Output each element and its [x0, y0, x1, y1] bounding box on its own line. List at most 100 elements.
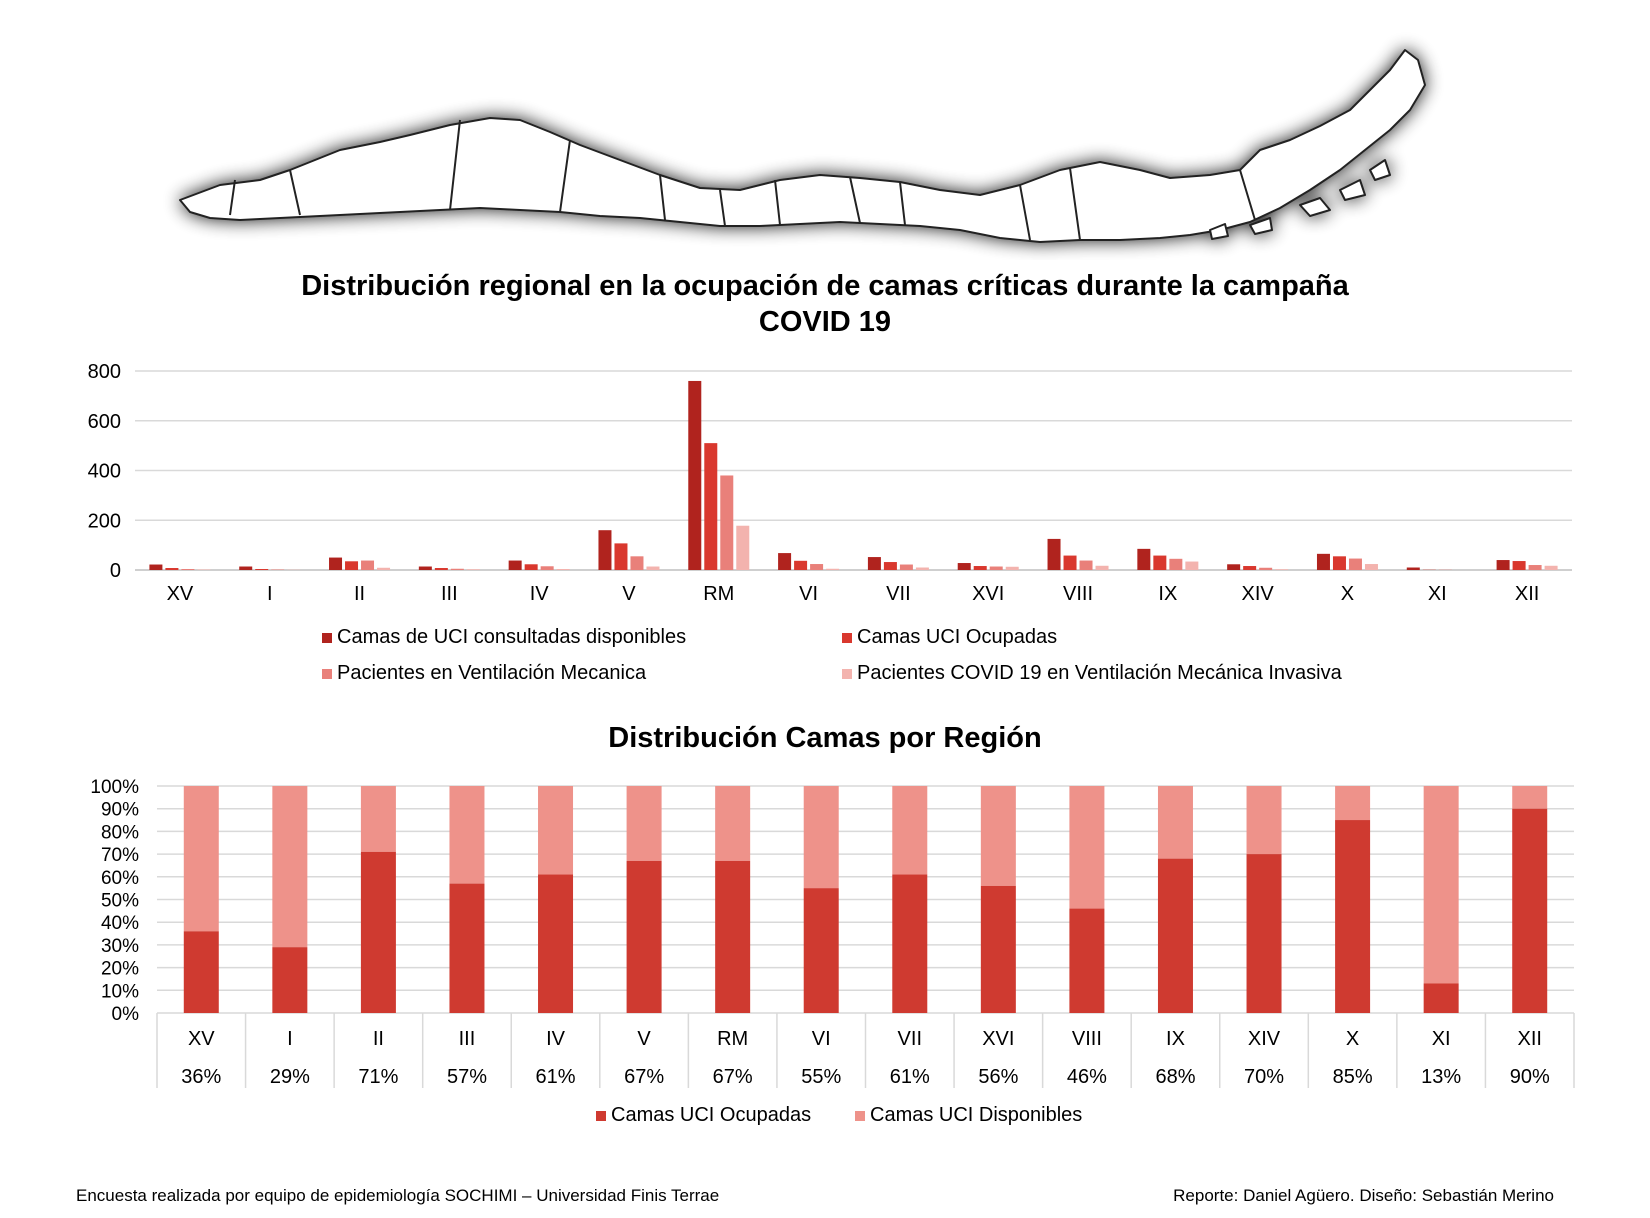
legend-swatch-covid	[842, 668, 852, 679]
y-tick-label: 30%	[101, 936, 139, 957]
y-tick-label: 50%	[101, 891, 139, 912]
bar	[181, 569, 195, 570]
legend-label-covid: Pacientes COVID 19 en Ventilación Mecáni…	[857, 662, 1342, 684]
bar-occupied	[1423, 983, 1459, 1013]
bar	[688, 380, 702, 570]
bar	[508, 560, 522, 570]
bar	[1005, 566, 1019, 570]
bar	[810, 564, 824, 570]
legend-swatch-pct-available	[855, 1110, 865, 1121]
bar	[1079, 560, 1093, 570]
x-tick-label: XV	[167, 583, 194, 605]
legend-swatch-vent	[322, 668, 332, 679]
bar	[377, 567, 391, 570]
bar	[556, 569, 570, 570]
bar	[867, 557, 881, 570]
bar	[1227, 564, 1241, 570]
bar-available	[892, 786, 928, 875]
table-value: 70%	[1244, 1066, 1284, 1088]
bar	[524, 564, 538, 570]
x-tick-label: VI	[812, 1028, 831, 1050]
table-value: 90%	[1510, 1066, 1550, 1088]
x-tick-label: IV	[530, 583, 550, 605]
bar-available	[1423, 786, 1459, 984]
footer-credits: Reporte: Daniel Agüero. Diseño: Sebastiá…	[1173, 1186, 1554, 1205]
x-tick-label: XI	[1432, 1028, 1451, 1050]
bar-occupied	[1157, 858, 1193, 1013]
y-tick-label: 70%	[101, 845, 139, 866]
bar	[915, 567, 929, 570]
bar-available	[1246, 786, 1282, 855]
chart1-title: Distribución regional en la ocupación de…	[0, 268, 1650, 340]
legend-item-vent: Pacientes en Ventilación Mecanica	[322, 662, 646, 685]
x-tick-label: XIV	[1242, 583, 1275, 605]
table-value: 85%	[1333, 1066, 1373, 1088]
bar-occupied	[1335, 820, 1371, 1013]
y-tick-label: 800	[88, 361, 121, 383]
bar-available	[1512, 786, 1548, 809]
x-tick-label: V	[622, 583, 636, 605]
legend-label-pct-available: Camas UCI Disponibles	[870, 1104, 1083, 1126]
bar	[1153, 555, 1167, 570]
x-tick-label: III	[441, 583, 458, 605]
legend-swatch-avail	[322, 632, 332, 643]
table-value: 67%	[713, 1066, 753, 1088]
table-value: 29%	[270, 1066, 310, 1088]
bar-available	[272, 786, 308, 948]
y-tick-label: 100%	[90, 777, 139, 798]
bar	[1063, 555, 1077, 570]
bar-available	[803, 786, 839, 889]
bar-available	[1069, 786, 1105, 909]
bar	[736, 525, 750, 570]
legend-item-avail: Camas de UCI consultadas disponibles	[322, 626, 686, 649]
bar	[957, 563, 971, 570]
bar-occupied	[980, 885, 1016, 1013]
bar	[1095, 565, 1109, 570]
table-value: 68%	[1155, 1066, 1195, 1088]
bar	[1528, 565, 1542, 570]
x-tick-label: VII	[898, 1028, 922, 1050]
y-tick-label: 600	[88, 411, 121, 433]
chart2-title: Distribución Camas por Región	[608, 722, 1042, 754]
bar	[1406, 567, 1420, 570]
bar-occupied	[626, 860, 662, 1013]
bar	[345, 561, 359, 570]
bar-occupied	[183, 931, 219, 1013]
bar	[1332, 556, 1346, 570]
bar	[149, 564, 163, 570]
bar-occupied	[892, 874, 928, 1013]
bar	[540, 566, 554, 570]
bar	[418, 566, 432, 570]
x-tick-label: V	[637, 1028, 651, 1050]
chart1-title-line1: Distribución regional en la ocupación de…	[301, 270, 1349, 302]
y-tick-label: 0	[110, 560, 121, 582]
y-tick-label: 0%	[112, 1004, 140, 1025]
x-tick-label: VIII	[1072, 1028, 1102, 1050]
x-tick-label: I	[287, 1028, 293, 1050]
x-tick-label: XII	[1515, 583, 1539, 605]
bar	[646, 566, 660, 570]
x-tick-label: X	[1346, 1028, 1359, 1050]
x-tick-label: IV	[546, 1028, 566, 1050]
bar	[466, 569, 480, 570]
table-value: 57%	[447, 1066, 487, 1088]
bar-available	[715, 786, 751, 861]
legend-label-pct-occupied: Camas UCI Ocupadas	[611, 1104, 812, 1126]
y-tick-label: 400	[88, 461, 121, 483]
bar	[239, 566, 253, 570]
bar-available	[626, 786, 662, 861]
legend-swatch-occupied	[842, 632, 852, 643]
bar	[883, 562, 897, 570]
x-tick-label: VI	[799, 583, 818, 605]
y-tick-label: 80%	[101, 822, 139, 843]
bar	[989, 566, 1003, 570]
x-tick-label: I	[267, 583, 273, 605]
legend-item-occupied: Camas UCI Ocupadas	[842, 626, 1057, 649]
bar-occupied	[272, 947, 308, 1013]
x-tick-label: XV	[188, 1028, 215, 1050]
y-tick-label: 200	[88, 510, 121, 532]
bar	[1496, 560, 1510, 570]
bar-occupied	[803, 888, 839, 1013]
table-value: 46%	[1067, 1066, 1107, 1088]
